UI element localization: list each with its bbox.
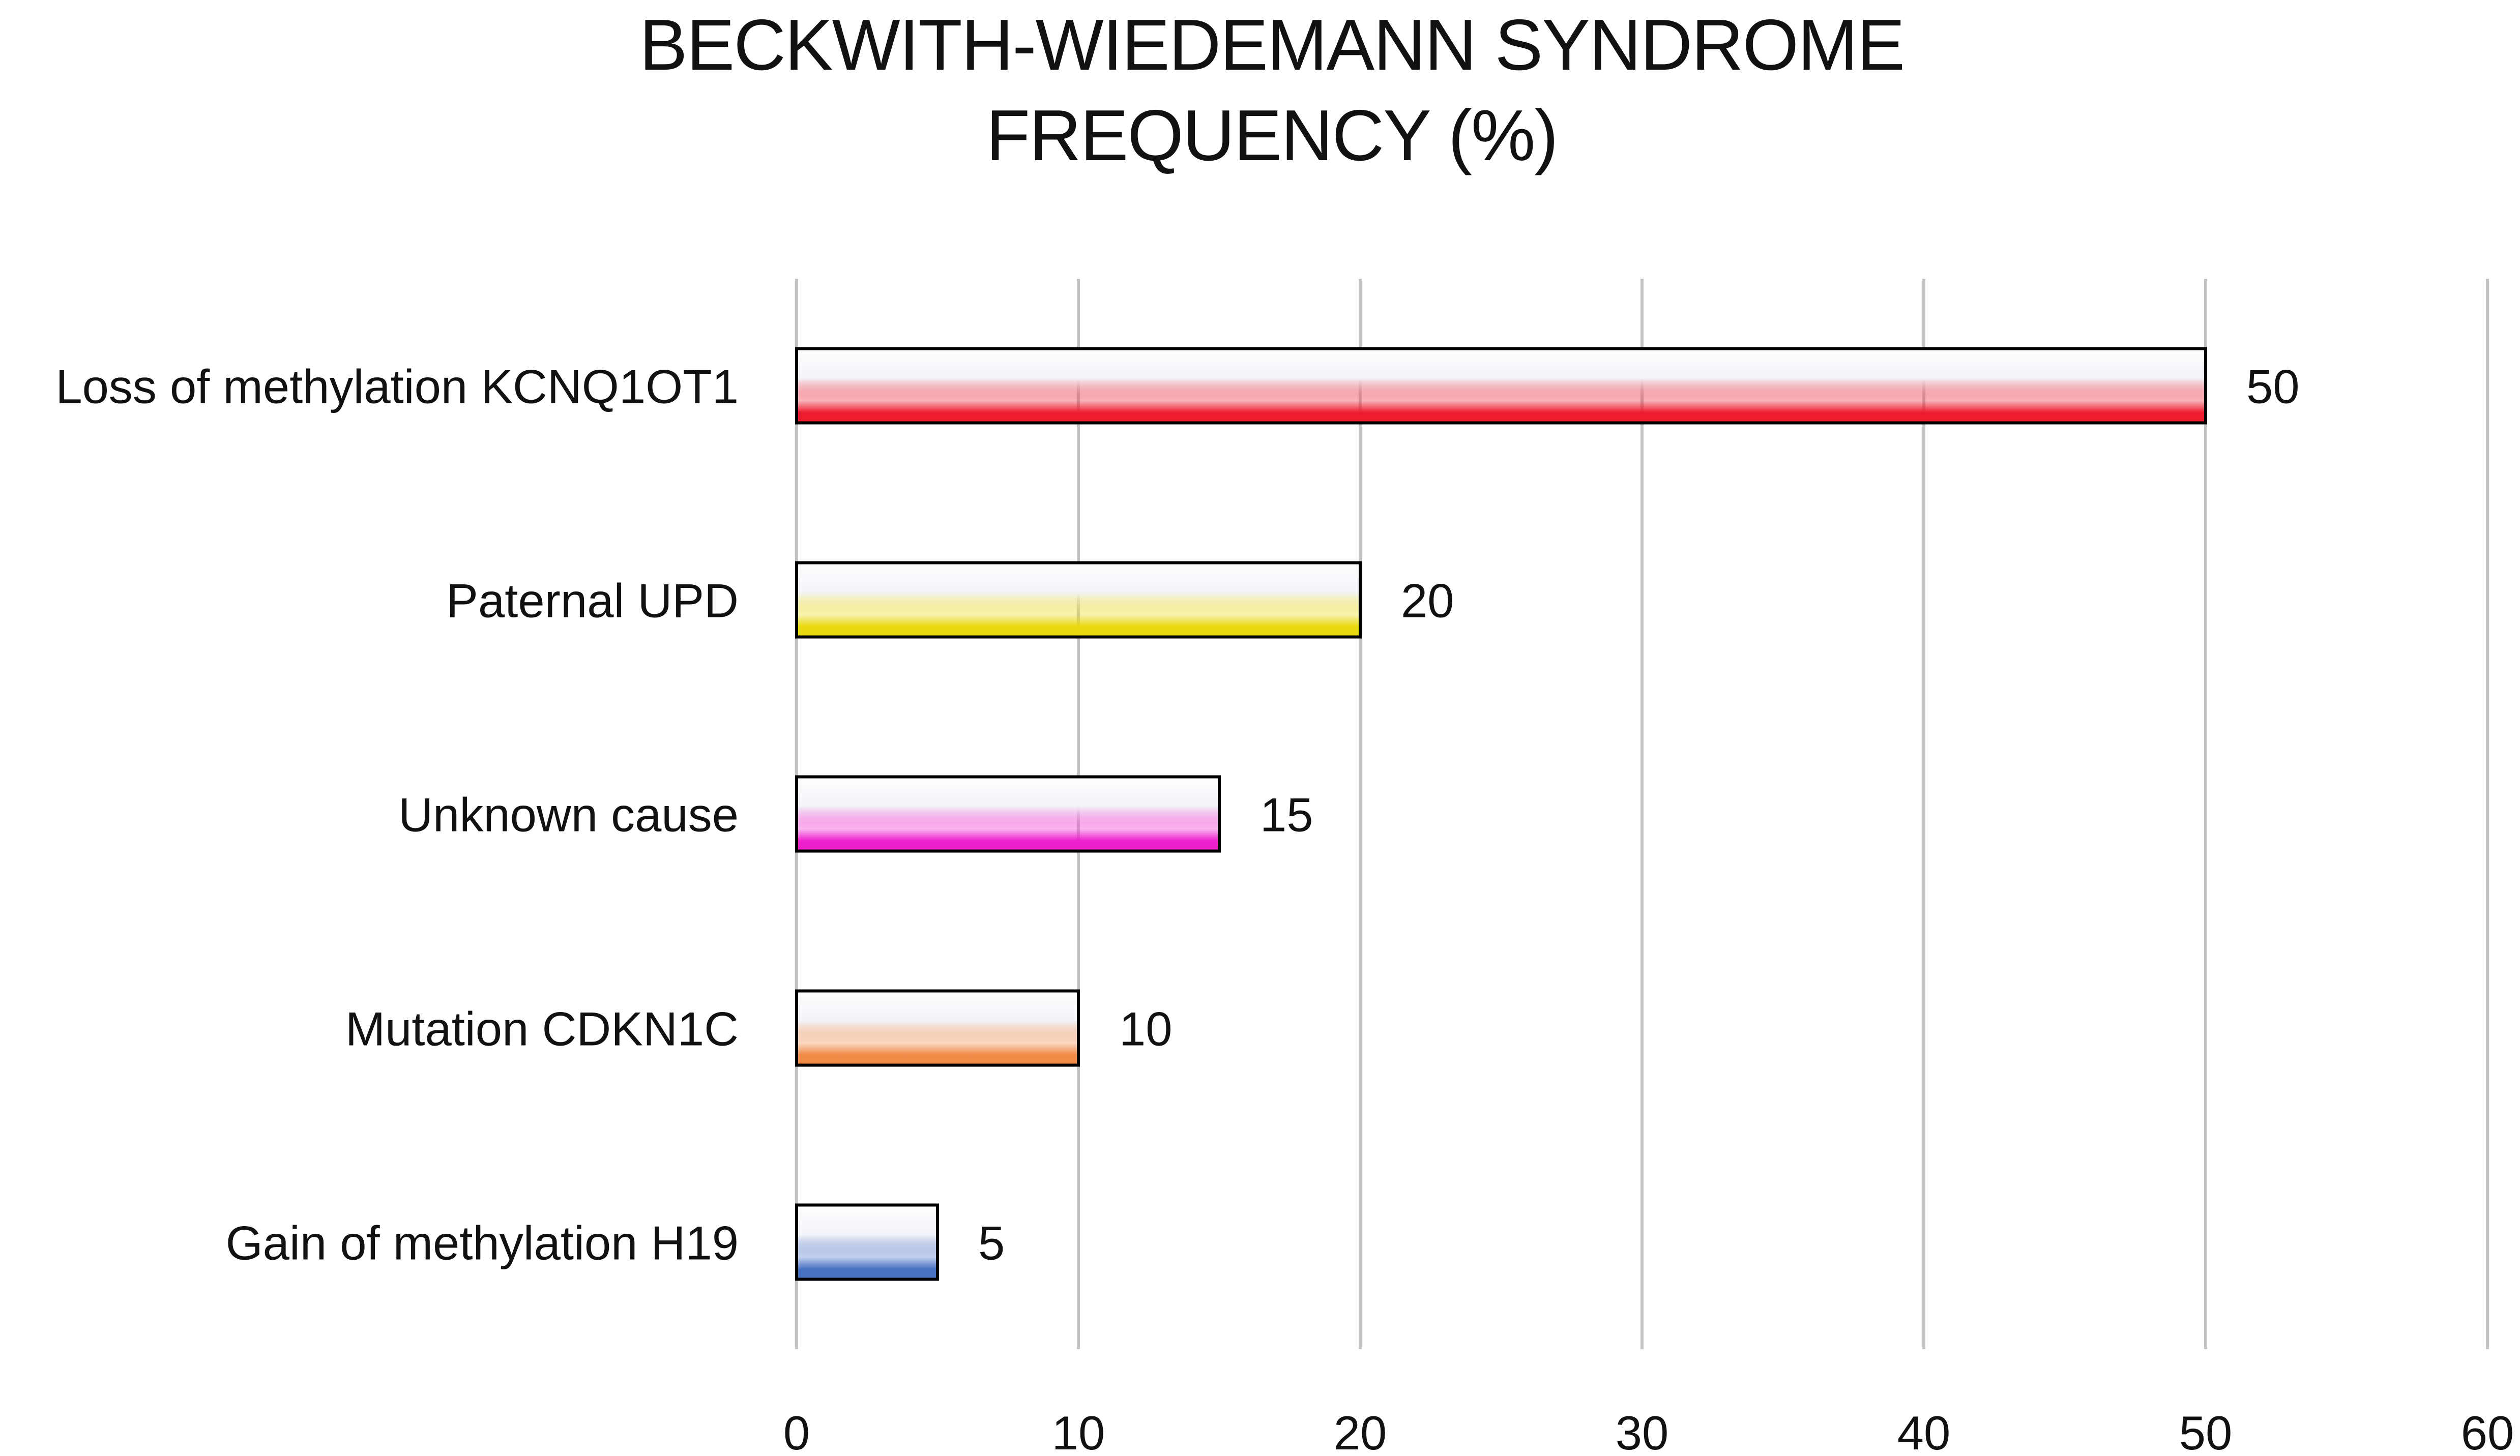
- category-label-4: Gain of methylation H19: [226, 1216, 739, 1270]
- data-label-2: 15: [1260, 788, 1313, 842]
- x-tick-label-40: 40: [1897, 1406, 1951, 1456]
- bar-4: [795, 1203, 939, 1281]
- bar-3: [795, 989, 1080, 1067]
- bar-2: [795, 775, 1221, 853]
- x-tick-label-30: 30: [1616, 1406, 1669, 1456]
- category-label-2: Unknown cause: [398, 788, 739, 842]
- x-tick-label-10: 10: [1052, 1406, 1105, 1456]
- category-label-3: Mutation CDKN1C: [345, 1002, 739, 1056]
- x-tick-label-60: 60: [2461, 1406, 2514, 1456]
- data-label-1: 20: [1401, 574, 1454, 628]
- chart-title-line-1: BECKWITH-WIEDEMANN SYNDROME: [639, 5, 1905, 85]
- category-label-1: Paternal UPD: [446, 574, 739, 628]
- data-label-0: 50: [2246, 360, 2300, 413]
- chart-title: BECKWITH-WIEDEMANN SYNDROME FREQUENCY (%…: [0, 0, 2520, 181]
- labels: 0 10 20 30 40 50 60 Loss of methylation KCNQ1OT…: [55, 360, 2514, 1456]
- data-label-4: 5: [978, 1216, 1005, 1270]
- x-tick-label-20: 20: [1334, 1406, 1387, 1456]
- gridlines: [795, 279, 2489, 1349]
- x-tick-label-50: 50: [2179, 1406, 2233, 1456]
- bar-1: [795, 561, 1362, 639]
- category-label-0: Loss of methylation KCNQ1OT1: [55, 360, 739, 413]
- chart-title-line-2: FREQUENCY (%): [986, 95, 1558, 176]
- bars: [795, 347, 2207, 1281]
- x-tick-label-0: 0: [783, 1406, 810, 1456]
- bar-0: [795, 347, 2207, 425]
- data-label-3: 10: [1119, 1002, 1173, 1056]
